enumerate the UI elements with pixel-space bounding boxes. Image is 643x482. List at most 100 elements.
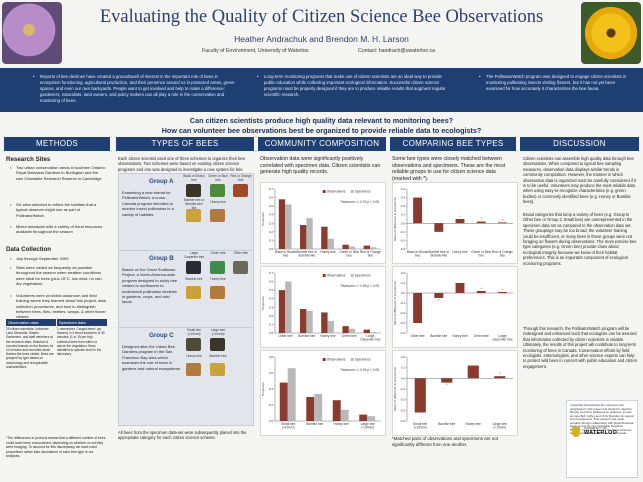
category-label: bee — [368, 254, 374, 258]
intro-text-2: Long-term monitoring programs that make … — [264, 74, 446, 98]
y-tick-label: 0.5 — [269, 288, 274, 292]
y-tick-label: 0.1 — [269, 238, 274, 242]
table-cell-observation: 29 citizen scientists: Volunteer Land St… — [6, 327, 54, 369]
methods-footnote: *The differences in protocol means that … — [6, 436, 106, 459]
y-tick-label: 0.4 — [401, 187, 406, 191]
bar — [369, 247, 377, 249]
y-tick-label: -0.2 — [400, 238, 406, 242]
category-label: Green or Blue — [471, 250, 491, 254]
category-label: Bumble bee — [430, 334, 447, 338]
comparing-chart-a: -0.3 -0.2 -0.1 0.0 0.1 0.2 0.3 0.4 Mean of diffe… — [392, 182, 518, 264]
community-chart-c: 0.0 0.2 0.4 0.6 0.8 Proportion Observations Spe… — [260, 350, 386, 436]
research-site-text: Mixed meadows with a variety of floral r… — [16, 224, 103, 235]
y-tick-label: -0.1 — [400, 230, 406, 234]
category-label: Black or Brown — [407, 250, 429, 254]
bee-type-label: Green bee — [210, 251, 226, 255]
research-site-text: Six sites selected to reflect the habita… — [16, 202, 97, 218]
bar — [306, 218, 313, 249]
category-label: Bumble-like — [430, 254, 447, 258]
bar — [359, 414, 368, 421]
category-label: Bumble bee — [306, 422, 323, 426]
comparing-chart-a-svg: -0.3 -0.2 -0.1 0.0 0.1 0.2 0.3 0.4 Mean of diffe… — [393, 187, 513, 258]
intro-band: • Reports of bee declines have created a … — [0, 68, 643, 112]
types-outro: All bees from the specimen data-set were… — [118, 430, 247, 441]
category-label: Other bee — [411, 334, 425, 338]
category-label: Honey bee — [334, 422, 350, 426]
y-tick-label: 0.1 — [401, 281, 406, 285]
bar — [348, 328, 356, 333]
bar — [476, 291, 486, 293]
affiliation: Faculty of Environment, University of Wa… — [202, 48, 309, 54]
y-tick-label: 0.2 — [269, 314, 274, 318]
question-2: How can volunteer bee observations best … — [161, 126, 482, 135]
legend-label: Observations — [327, 190, 346, 194]
y-axis-label: Proportion — [261, 296, 265, 310]
research-sites-heading: Research Sites — [6, 156, 51, 163]
column-header-community: COMMUNITY COMPOSITION — [258, 137, 386, 151]
acknowledgement-text: I gratefully acknowledge the volunteers … — [570, 403, 635, 435]
research-site-bullet: • Six sites selected to reflect the habit… — [10, 202, 97, 218]
category-label: Large bee — [361, 422, 376, 426]
y-tick-label: 0.0 — [269, 247, 274, 251]
authors: Heather Andrachuk and Brendon M. H. Lars… — [234, 34, 409, 44]
contact: Contact: handrach@uwaterloo.ca — [358, 48, 436, 54]
y-tick-label: -0.3 — [400, 321, 406, 325]
community-intro: Observation data were significantly posi… — [260, 156, 381, 176]
bee-photo — [186, 209, 201, 222]
chart-annotation: Pearson's r = 0.96 p < 0.05 — [341, 284, 380, 288]
legend-label: Observations — [327, 358, 346, 362]
column-header-methods: METHODS — [4, 137, 110, 151]
bar — [467, 365, 479, 379]
category-label: Bumble bee or — [428, 250, 450, 254]
comparing-intro: Some bee types were closely matched betw… — [392, 156, 506, 182]
y-tick-label: 0.1 — [269, 322, 274, 326]
bar — [321, 312, 328, 333]
comparing-footnote: *Matched pairs of observations and speci… — [392, 436, 498, 447]
category-label: Carpenter bee — [360, 338, 381, 342]
bee-photo — [210, 286, 225, 299]
bar — [367, 416, 376, 421]
data-collection-text: July through September 2009 — [16, 256, 69, 261]
y-tick-label: 0.2 — [401, 204, 406, 208]
significance-marker: * — [502, 288, 504, 292]
bar — [300, 309, 307, 333]
category-label: bee — [415, 254, 421, 258]
bee-type-label: Bumble bee — [185, 277, 203, 281]
bar — [340, 409, 349, 421]
significance-marker: * — [481, 287, 483, 291]
y-axis-label: Proportion — [261, 382, 265, 396]
y-tick-label: 0.6 — [269, 280, 274, 284]
column-header-discussion: DISCUSSION — [520, 137, 639, 151]
category-label: Bumble-like — [298, 254, 315, 258]
group-b-text: Based on the Great Sunflower Project, a … — [122, 267, 178, 305]
research-site-bullet: • Mixed meadows with a variety of floral … — [10, 224, 103, 235]
bar — [497, 292, 507, 293]
bar — [314, 393, 323, 421]
y-axis-label: Mean of difference in proportions — [393, 367, 397, 411]
significance-marker: * — [481, 218, 483, 222]
community-chart-b-svg: 0.0 0.1 0.2 0.3 0.4 0.5 0.6 0.7 Proportion Observ… — [261, 271, 381, 342]
data-collection-heading: Data Collection — [6, 246, 52, 253]
bee-photo — [233, 261, 248, 274]
intro-text-3: The PollinatorWatch program was designed… — [486, 74, 627, 92]
significance-marker: * — [499, 372, 501, 376]
bee-photo — [210, 209, 225, 222]
category-label: Bumble bee or — [296, 250, 318, 254]
category-label: Large — [366, 334, 374, 338]
column-header-comparing: COMPARING BEE TYPES — [390, 137, 516, 151]
data-collection-text: Sites were visited as frequently as poss… — [16, 265, 103, 286]
y-tick-label: 0.1 — [401, 213, 406, 217]
category-label: Black or Brown — [275, 250, 297, 254]
y-tick-label: 0.6 — [269, 371, 274, 375]
legend-label: Specimens — [355, 274, 371, 278]
y-tick-label: -0.2 — [400, 398, 406, 402]
y-axis-label: Mean of difference in proportions — [393, 197, 397, 241]
research-site-bullet: • Two urban conservation areas in souther… — [10, 165, 106, 181]
y-tick-label: 0.2 — [269, 403, 274, 407]
bee-type-label: Honey bee — [210, 200, 226, 204]
y-tick-label: 0.1 — [401, 366, 406, 370]
y-tick-label: 0.0 — [269, 419, 274, 423]
legend-swatch — [350, 190, 354, 193]
legend-swatch — [322, 190, 326, 193]
category-label: Red or Orange — [360, 250, 381, 254]
